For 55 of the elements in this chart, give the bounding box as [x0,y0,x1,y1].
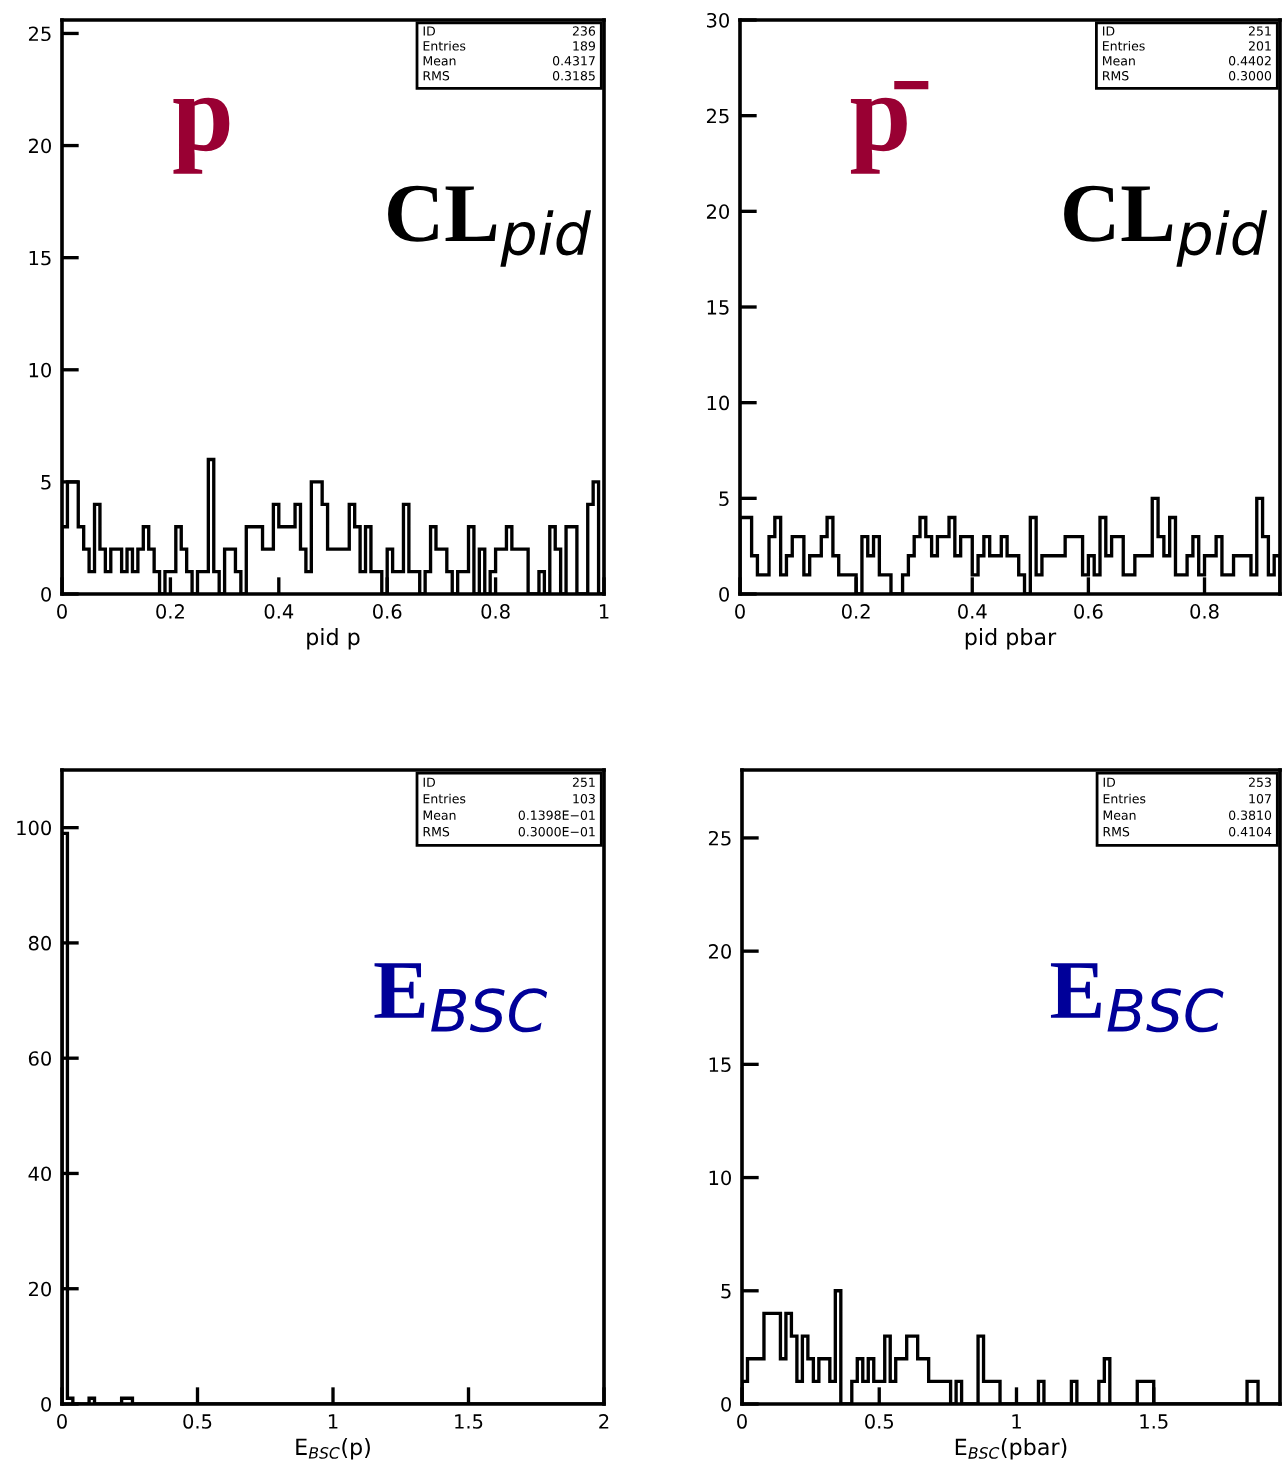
annotation: p̄ [850,81,929,174]
y-tick-label: 20 [706,204,729,219]
x-tick-label: 0 [737,1414,747,1429]
y-tick-label: 0 [719,586,729,602]
x-tick-label: 0.5 [183,1414,212,1429]
x-tick-label: 0.4 [264,604,294,619]
x-tick-label: 0 [735,604,745,619]
y-tick-label: 10 [707,395,729,411]
y-tick-label: 25 [706,108,729,124]
x-tick-label: 1 [1012,1414,1021,1429]
y-tick-label: 80 [28,935,51,951]
y-tick-label: 100 [17,820,51,836]
y-tick-label: 10 [709,1170,731,1186]
y-tick-label: 60 [28,1051,51,1066]
y-tick-label: 20 [28,138,51,154]
y-tick-label: 5 [719,491,729,506]
y-tick-label: 30 [707,12,729,28]
x-axis-title: pid p [307,628,360,650]
x-tick-label: 0.5 [865,1414,894,1429]
y-tick-label: 20 [28,1281,51,1297]
x-axis-title: E$_{BSC}$(p) [296,1438,370,1460]
x-tick-label: 0.8 [481,604,510,619]
y-tick-label: 20 [708,944,731,959]
y-tick-label: 25 [708,830,731,846]
x-tick-label: 1 [599,604,609,619]
x-tick-label: 1.5 [1140,1414,1168,1429]
y-tick-label: 10 [29,362,51,378]
annotation: CL$_{pid}$ [1064,185,1268,267]
x-tick-label: 0.6 [373,604,402,619]
y-tick-label: 5 [721,1284,731,1299]
x-axis-title: pid pbar [965,628,1057,650]
y-tick-label: 15 [29,250,51,266]
y-tick-label: 15 [707,300,729,315]
x-tick-label: 0.4 [958,604,987,619]
annotation: E$_{BSC}$ [1050,963,1224,1033]
x-tick-label: 0.2 [156,604,184,619]
y-tick-label: 25 [28,26,51,42]
x-tick-label: 0.8 [1190,604,1219,619]
y-tick-label: 0 [721,1396,731,1412]
x-tick-label: 1 [328,1414,338,1429]
x-tick-label: 0.6 [1074,604,1103,619]
y-tick-label: 0 [41,1396,51,1412]
x-tick-label: 1.5 [455,1414,483,1429]
x-tick-label: 2 [599,1414,609,1429]
y-tick-label: 0 [41,586,51,602]
x-tick-label: 0 [57,604,67,619]
y-tick-label: 5 [41,475,51,490]
y-tick-label: 15 [709,1057,731,1073]
annotation: p [173,97,230,174]
x-tick-label: 0 [57,1414,67,1429]
annotation: E$_{BSC}$ [374,963,548,1033]
x-tick-label: 0.2 [841,604,870,619]
x-axis-title: E$_{BSC}$(pbar) [955,1438,1067,1460]
annotation: CL$_{pid}$ [388,185,592,267]
y-tick-label: 40 [28,1166,51,1182]
